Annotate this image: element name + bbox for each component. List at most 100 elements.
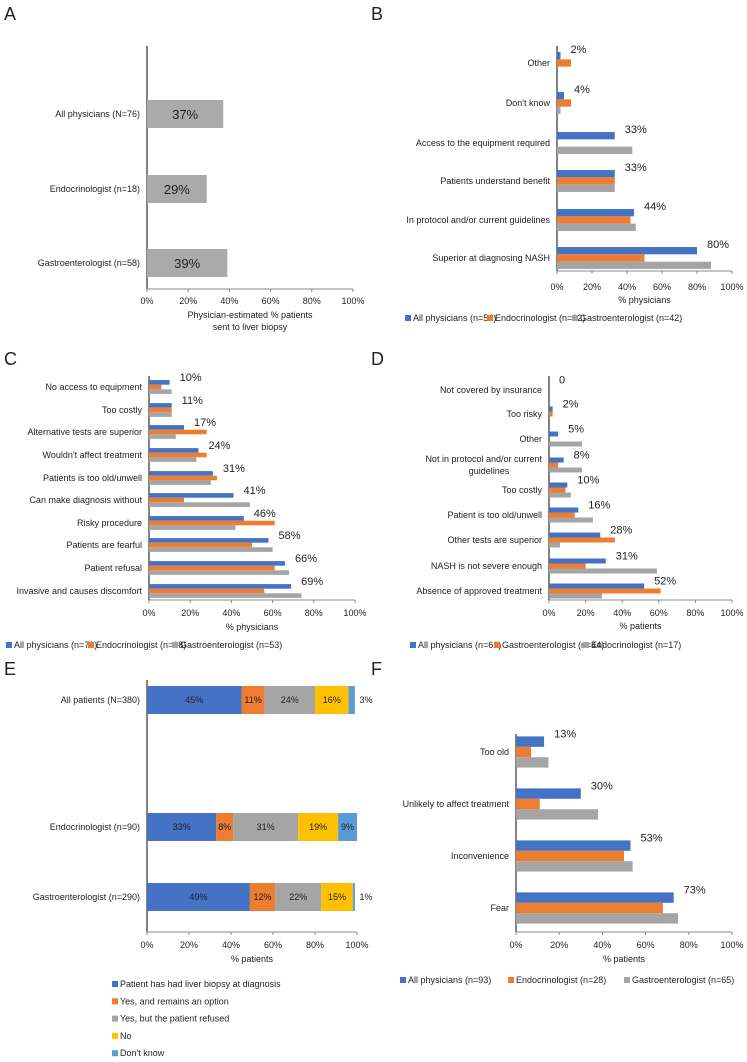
x-axis-label: % physicians — [226, 622, 279, 632]
x-tick-label: 100% — [345, 940, 368, 950]
category-label: Gastroenterologist (n=290) — [33, 892, 140, 902]
x-tick-label: 40% — [618, 282, 636, 292]
x-axis-label: % patients — [603, 954, 646, 964]
bar — [149, 412, 172, 417]
data-label: 33% — [173, 822, 191, 832]
data-label: 8% — [218, 822, 231, 832]
category-label: No access to equipment — [45, 382, 142, 392]
data-label: 73% — [684, 884, 706, 896]
data-label: 19% — [309, 822, 327, 832]
data-label: 58% — [278, 530, 300, 542]
x-tick-label: 40% — [613, 608, 631, 618]
bar-segment — [321, 883, 353, 911]
bar — [516, 736, 545, 747]
panel-f: F 0% 20% 40% 60% 80% 100% % patients Too old Unli… — [371, 659, 744, 985]
bar — [147, 175, 207, 203]
bar — [557, 52, 561, 60]
bar-segment — [147, 686, 242, 714]
category-label: guidelines — [469, 466, 510, 476]
category-label: Not covered by insurance — [440, 385, 542, 395]
data-label: 10% — [577, 475, 599, 487]
bar — [549, 507, 579, 513]
bar — [516, 840, 631, 851]
bar — [549, 457, 564, 463]
data-label: 0 — [559, 375, 565, 387]
bar — [149, 497, 185, 503]
x-tick-label: 60% — [262, 296, 280, 306]
data-label: 2% — [571, 44, 587, 56]
legend-swatch — [405, 315, 411, 321]
bar — [549, 441, 582, 447]
bar — [549, 588, 661, 594]
panel-c: C 0% 20% 40% 60% 80% 100% % physicians No access… — [4, 349, 367, 650]
legend-swatch — [112, 1050, 118, 1057]
panel-letter: F — [371, 659, 382, 679]
bar — [557, 254, 645, 262]
category-label: Unlikely to affect treatment — [403, 799, 510, 809]
category-label: Endocrinologist (n=18) — [50, 184, 140, 194]
bar-segment — [348, 686, 355, 714]
bar — [149, 525, 236, 530]
bar — [516, 902, 663, 914]
panel-letter: C — [4, 349, 17, 369]
category-label: Not in protocol and/or current — [425, 454, 542, 464]
legend-swatch — [6, 642, 12, 648]
bar — [557, 209, 634, 217]
x-tick-label: 80% — [688, 282, 706, 292]
legend-label: Endocrinologist (n=17) — [591, 640, 681, 650]
x-tick-label: 20% — [181, 608, 199, 618]
category-label: Superior at diagnosing NASH — [432, 253, 550, 263]
category-label: Access to the equipment required — [416, 138, 550, 148]
x-tick-label: 0% — [550, 282, 563, 292]
category-label: Absence of approved treatment — [416, 586, 542, 596]
bar — [549, 467, 582, 473]
x-tick-label: 80% — [303, 296, 321, 306]
bar — [516, 861, 633, 872]
x-tick-label: 60% — [650, 608, 668, 618]
bar — [149, 448, 199, 453]
bar — [557, 177, 615, 185]
data-label: 45% — [185, 695, 203, 705]
bar-segment — [216, 813, 234, 841]
x-tick-label: 20% — [577, 608, 595, 618]
category-label: All physicians (N=76) — [55, 109, 140, 119]
category-label: Patients are fearful — [66, 540, 142, 550]
bar — [516, 746, 532, 758]
bar-segment — [298, 813, 339, 841]
bar — [557, 261, 711, 269]
x-tick-label: 100% — [720, 608, 743, 618]
bar — [557, 146, 633, 154]
bar — [549, 537, 615, 543]
legend-swatch — [112, 998, 118, 1005]
data-label: 11% — [182, 395, 203, 407]
bar-segment — [249, 883, 276, 911]
bar — [549, 431, 559, 437]
legend-label: Endocrinologist (n=28) — [516, 975, 606, 985]
x-tick-label: 60% — [653, 282, 671, 292]
bar — [149, 480, 211, 485]
x-tick-label: 40% — [593, 940, 611, 950]
category-label: Too costly — [102, 405, 143, 415]
data-label: 1% — [359, 892, 372, 902]
x-tick-label: 100% — [341, 296, 364, 306]
bar — [557, 223, 636, 231]
x-tick-label: 80% — [306, 940, 324, 950]
category-label: Patients understand benefit — [440, 176, 550, 186]
data-label: 33% — [625, 124, 647, 136]
x-tick-label: 0% — [142, 608, 155, 618]
bar — [516, 892, 674, 903]
bar — [557, 170, 615, 178]
data-label: 13% — [554, 728, 576, 740]
bar — [149, 403, 172, 408]
data-label: 31% — [257, 822, 275, 832]
category-label: Alternative tests are superior — [27, 427, 142, 437]
bar — [516, 788, 581, 799]
panel-a: A 0% 20% 40% 60% 80% 100% Physician-estimated %… — [4, 4, 365, 332]
bar — [516, 798, 540, 810]
bar — [149, 475, 217, 481]
data-label: 24% — [208, 440, 230, 452]
bar-segment — [147, 813, 217, 841]
x-tick-label: 100% — [720, 282, 743, 292]
x-tick-label: 20% — [583, 282, 601, 292]
